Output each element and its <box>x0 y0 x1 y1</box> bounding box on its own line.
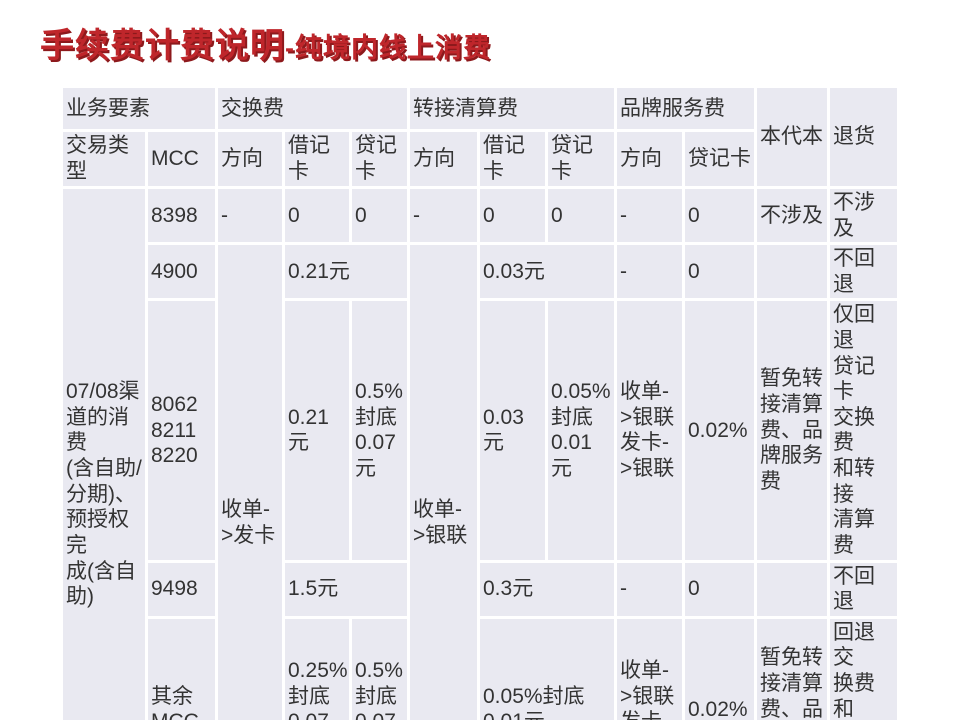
header-direction-interchange: 方向 <box>215 129 285 189</box>
cell-8062-credit-brand: 0.02% <box>682 298 757 563</box>
cell-8398-mcc: 8398 <box>145 185 218 246</box>
cell-txn-type: 07/08渠 道的消费 (含自助/ 分期)、 预授权完 成(含自 助) <box>60 185 148 720</box>
table-row-other-mcc: 其余 MCC 0.25% 封底 0.07元 0.5% 封底 0.07 元 0.0… <box>62 615 900 720</box>
cell-9498-self-routing <box>754 559 830 619</box>
cell-8398-credit-switch: 0 <box>545 185 617 246</box>
table-row-8062: 8062 8211 8220 0.21元 0.5% 封底 0.07 元 0.03… <box>62 298 900 563</box>
cell-8398-credit-brand: 0 <box>682 185 757 246</box>
cell-9498-dir-brand: - <box>614 559 685 619</box>
cell-other-debit-interchange: 0.25% 封底 0.07元 <box>282 615 352 720</box>
header-interchange-fee: 交换费 <box>215 85 410 132</box>
fee-table: 业务要素 交换费 转接清算费 品牌服务费 本代本 退货 交易类型 MCC 方向 … <box>60 85 900 720</box>
cell-8398-dir-brand: - <box>614 185 685 246</box>
cell-9498-refund: 不回退 <box>827 559 900 619</box>
table-row-9498: 9498 1.5元 0.3元 - 0 不回退 <box>62 559 900 619</box>
cell-8398-dir-switch: - <box>407 185 480 246</box>
header-row-columns: 交易类型 MCC 方向 借记卡 贷记 卡 方向 借记卡 贷记卡 方向 贷记卡 <box>60 129 899 189</box>
cell-8062-refund: 仅回退 贷记卡 交换费 和转接 清算费 <box>827 298 900 563</box>
cell-other-self-routing: 暂免转 接清算 费、品 牌服务 费 <box>754 615 830 720</box>
cell-4900-interchange: 0.21元 <box>282 242 410 302</box>
cell-8062-self-routing: 暂免转 接清算 费、品 牌服务 费 <box>754 298 830 563</box>
cell-9498-switch: 0.3元 <box>477 559 617 619</box>
cell-8062-debit-switch: 0.03元 <box>477 298 548 563</box>
cell-4900-self-routing <box>754 242 830 302</box>
header-business-elements: 业务要素 <box>60 85 218 132</box>
header-debit-switch: 借记卡 <box>477 129 548 189</box>
cell-direction-interchange-merged: 收单- >发卡 <box>215 242 285 720</box>
header-row-groups: 业务要素 交换费 转接清算费 品牌服务费 本代本 退货 <box>60 85 900 189</box>
cell-9498-mcc: 9498 <box>145 559 218 619</box>
header-credit-brand: 贷记卡 <box>682 129 757 189</box>
cell-other-credit-interchange: 0.5% 封底 0.07 元 <box>349 615 410 720</box>
header-direction-brand: 方向 <box>614 129 685 189</box>
header-credit-interchange: 贷记 卡 <box>349 129 410 189</box>
page-title: 手续费计费说明-纯境内线上消费 <box>40 18 491 67</box>
header-self-routing: 本代本 <box>754 85 830 189</box>
header-direction-switch: 方向 <box>407 129 480 189</box>
page-title-sub: -纯境内线上消费 <box>285 33 491 63</box>
cell-4900-switch: 0.03元 <box>477 242 617 302</box>
header-brand-service-fee: 品牌服务费 <box>614 85 757 132</box>
header-credit-switch: 贷记卡 <box>545 129 617 189</box>
cell-direction-switch-merged: 收单- >银联 <box>407 242 480 720</box>
cell-8062-debit-interchange: 0.21元 <box>282 298 352 563</box>
cell-8398-debit-switch: 0 <box>477 185 548 246</box>
cell-9498-interchange: 1.5元 <box>282 559 410 619</box>
cell-4900-mcc: 4900 <box>145 242 218 302</box>
cell-4900-credit-brand: 0 <box>682 242 757 302</box>
table-row-4900: 4900 收单- >发卡 0.21元 收单- >银联 0.03元 - 0 不回退 <box>62 242 900 720</box>
header-refund: 退货 <box>827 85 900 189</box>
table-row-8398: 07/08渠 道的消费 (含自助/ 分期)、 预授权完 成(含自 助) 8398… <box>60 185 900 720</box>
cell-8062-mcc: 8062 8211 8220 <box>145 298 218 563</box>
cell-9498-credit-brand: 0 <box>682 559 757 619</box>
cell-8062-dir-brand: 收单- >银联 发卡- >银联 <box>614 298 685 563</box>
cell-8398-self-routing: 不涉及 <box>754 185 830 246</box>
cell-other-refund: 回退交 换费和 转接清 算费 <box>827 615 900 720</box>
cell-other-switch: 0.05%封底 0.01元 <box>477 615 617 720</box>
cell-other-dir-brand: 收单- >银联 发卡- >银联 <box>614 615 685 720</box>
cell-other-credit-brand: 0.02% <box>682 615 757 720</box>
cell-8062-credit-switch: 0.05% 封底 0.01元 <box>545 298 617 563</box>
cell-4900-refund: 不回退 <box>827 242 900 302</box>
header-debit-interchange: 借记卡 <box>282 129 352 189</box>
cell-8062-credit-interchange: 0.5% 封底 0.07 元 <box>349 298 410 563</box>
cell-8398-credit-interchange: 0 <box>349 185 410 246</box>
cell-4900-dir-brand: - <box>614 242 685 302</box>
cell-other-mcc: 其余 MCC <box>145 615 218 720</box>
cell-8398-refund: 不涉及 <box>827 185 900 246</box>
header-mcc: MCC <box>145 129 218 189</box>
cell-8398-debit-interchange: 0 <box>282 185 352 246</box>
header-txn-type: 交易类型 <box>60 129 148 189</box>
page-title-main: 手续费计费说明 <box>40 27 285 65</box>
cell-8398-dir-interchange: - <box>215 185 285 246</box>
header-switch-clearing-fee: 转接清算费 <box>407 85 617 132</box>
